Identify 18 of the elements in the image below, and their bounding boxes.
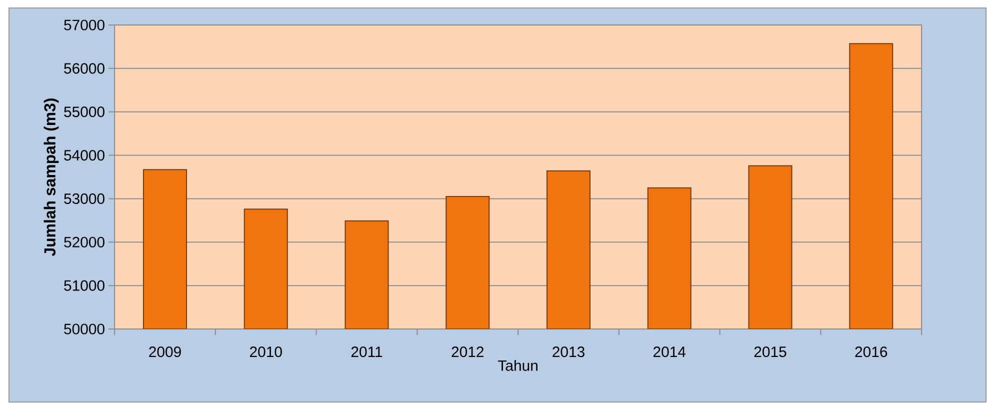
x-tick-label: 2016	[855, 346, 888, 358]
x-tick-label: 2010	[250, 346, 282, 358]
x-tick-label: 2014	[654, 346, 686, 358]
x-axis-title: Tahun	[498, 360, 538, 371]
x-tick-label: 2013	[552, 346, 584, 358]
y-tick-label: 53000	[64, 193, 104, 204]
x-tick-label: 2015	[754, 346, 786, 358]
y-tick-label: 52000	[64, 236, 104, 248]
y-axis-title: Jumlah sampah (m3)	[44, 98, 59, 256]
x-tick-label: 2011	[351, 346, 382, 358]
y-tick-label: 51000	[64, 280, 104, 291]
y-tick-label: 55000	[64, 106, 104, 118]
y-tick-label: 54000	[64, 150, 104, 161]
y-tick-label: 50000	[64, 324, 104, 334]
x-tick-label: 2009	[149, 346, 181, 358]
y-tick-label: 56000	[64, 63, 104, 74]
y-tick-label: 57000	[64, 20, 104, 30]
x-tick-label: 2012	[452, 346, 484, 358]
